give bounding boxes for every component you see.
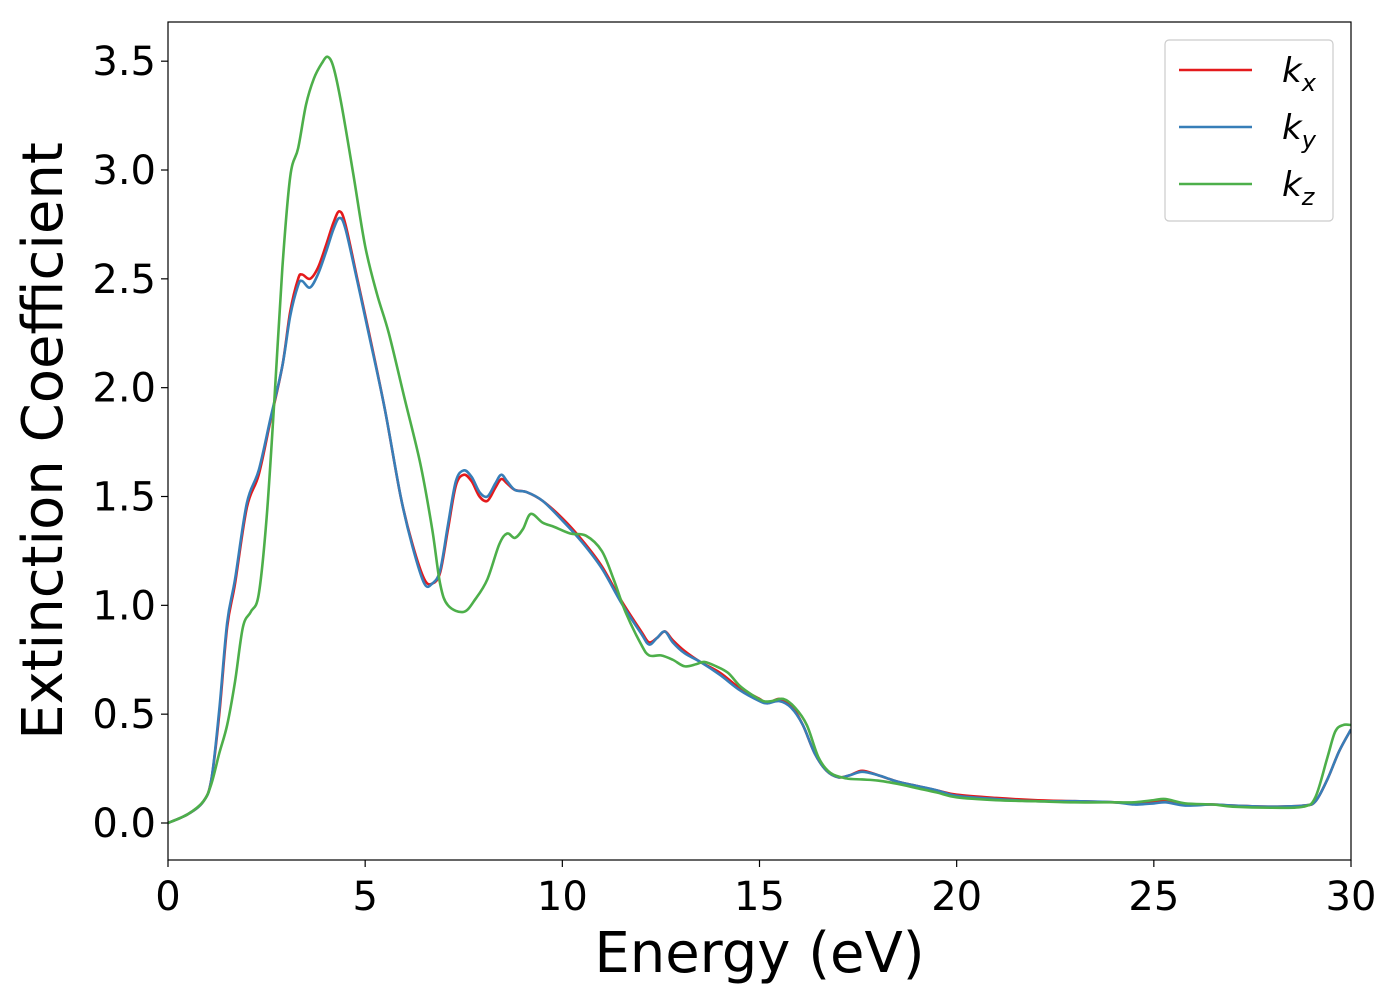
legend-item-ky: ky bbox=[1179, 108, 1317, 154]
x-tick-label: 30 bbox=[1326, 874, 1377, 920]
y-tick-label: 3.5 bbox=[92, 39, 156, 85]
y-tick-label: 2.0 bbox=[92, 366, 156, 412]
x-tick-label: 0 bbox=[155, 874, 180, 920]
series-line-kz bbox=[168, 55, 1351, 825]
legend-label: ky bbox=[1282, 108, 1317, 154]
x-tick-label: 15 bbox=[734, 874, 785, 920]
y-axis-ticks: 0.0 0.5 1.0 1.5 2.0 2.5 3.0 3.5 bbox=[92, 39, 168, 847]
legend-item-kx: kx bbox=[1179, 51, 1317, 97]
legend-label: kx bbox=[1282, 51, 1317, 97]
x-tick-label: 5 bbox=[352, 874, 377, 920]
y-tick-label: 2.5 bbox=[92, 257, 156, 303]
y-tick-label: 1.5 bbox=[92, 475, 156, 521]
series-line-ky bbox=[168, 216, 1351, 825]
y-axis-label: Extinction Coefficient bbox=[11, 142, 76, 740]
y-tick-label: 1.0 bbox=[92, 583, 156, 629]
y-tick-label: 0.5 bbox=[92, 692, 156, 738]
y-tick-label: 0.0 bbox=[92, 801, 156, 847]
x-tick-label: 10 bbox=[537, 874, 588, 920]
x-axis-label: Energy (eV) bbox=[594, 921, 924, 986]
x-tick-label: 20 bbox=[931, 874, 982, 920]
x-tick-label: 25 bbox=[1128, 874, 1179, 920]
legend: kx ky kz bbox=[1164, 39, 1334, 222]
series-layer bbox=[168, 55, 1351, 825]
x-axis-ticks: 0 5 10 15 20 25 30 bbox=[155, 860, 1376, 920]
y-tick-label: 3.0 bbox=[92, 148, 156, 194]
legend-label: kz bbox=[1282, 165, 1316, 211]
legend-item-kz: kz bbox=[1179, 165, 1316, 211]
legend-frame bbox=[1164, 39, 1334, 222]
series-line-kx bbox=[168, 210, 1351, 825]
